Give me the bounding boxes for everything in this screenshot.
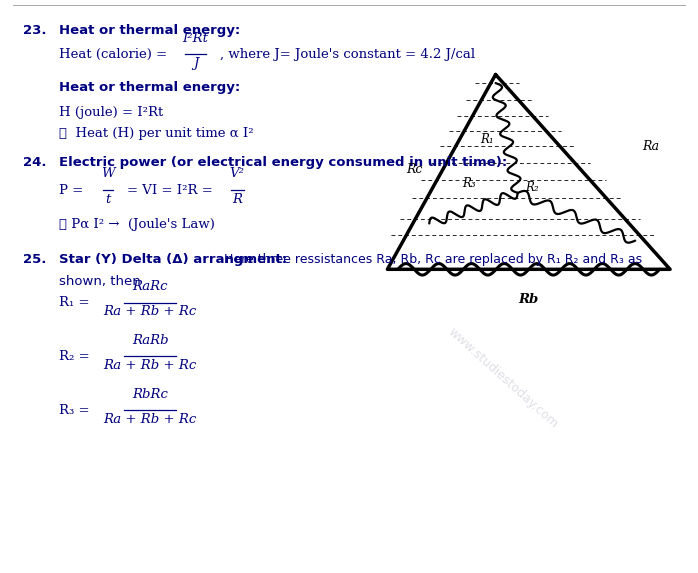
Text: RaRc: RaRc (133, 280, 168, 293)
Text: 23.: 23. (23, 24, 47, 37)
Text: Rb: Rb (519, 293, 539, 307)
Text: ∴  Heat (H) per unit time α I²: ∴ Heat (H) per unit time α I² (59, 127, 254, 140)
Text: R: R (232, 193, 242, 206)
Text: Ra + Rb + Rc: Ra + Rb + Rc (103, 413, 197, 426)
Text: 24.: 24. (23, 156, 47, 169)
Text: Star (Y) Delta (Δ) arrangment:: Star (Y) Delta (Δ) arrangment: (59, 253, 288, 266)
Text: , where J= Joule's constant = 4.2 J/cal: , where J= Joule's constant = 4.2 J/cal (220, 48, 475, 61)
Text: Electric power (or electrical energy consumed in unit time):: Electric power (or electrical energy con… (59, 156, 507, 169)
Text: J: J (193, 57, 198, 70)
Text: Ra: Ra (642, 140, 660, 152)
Text: 25.: 25. (23, 253, 46, 266)
Text: P =: P = (59, 184, 84, 197)
Text: Here three ressistances Ra, Rb, Rc are replaced by R₁ R₂ and R₃ as: Here three ressistances Ra, Rb, Rc are r… (220, 253, 642, 266)
Text: Heat or thermal energy:: Heat or thermal energy: (59, 24, 241, 37)
Text: R₂ =: R₂ = (59, 350, 90, 363)
Text: Heat or thermal energy:: Heat or thermal energy: (59, 81, 241, 95)
Text: ∴ Pα I² →  (Joule's Law): ∴ Pα I² → (Joule's Law) (59, 218, 215, 231)
Text: www.studiestoday.com: www.studiestoday.com (445, 325, 560, 431)
Text: shown, then: shown, then (59, 275, 141, 288)
Text: Ra + Rb + Rc: Ra + Rb + Rc (103, 305, 197, 318)
Text: R₃ =: R₃ = (59, 404, 90, 417)
Text: Rc: Rc (406, 163, 422, 175)
Text: RaRb: RaRb (132, 333, 168, 347)
Text: RbRc: RbRc (132, 387, 168, 401)
Text: Ra + Rb + Rc: Ra + Rb + Rc (103, 359, 197, 372)
Text: I²Rt: I²Rt (182, 32, 209, 45)
Text: Heat (calorie) =: Heat (calorie) = (59, 48, 168, 61)
Text: V²: V² (230, 167, 245, 180)
Text: R₁ =: R₁ = (59, 296, 90, 309)
Text: H (joule) = I²Rt: H (joule) = I²Rt (59, 106, 163, 119)
Text: R₃: R₃ (462, 177, 476, 190)
Text: W: W (101, 167, 115, 180)
Text: R₁: R₁ (480, 133, 494, 146)
Text: = VI = I²R =: = VI = I²R = (127, 184, 213, 197)
Text: t: t (105, 193, 111, 206)
Text: R₂: R₂ (525, 182, 539, 194)
